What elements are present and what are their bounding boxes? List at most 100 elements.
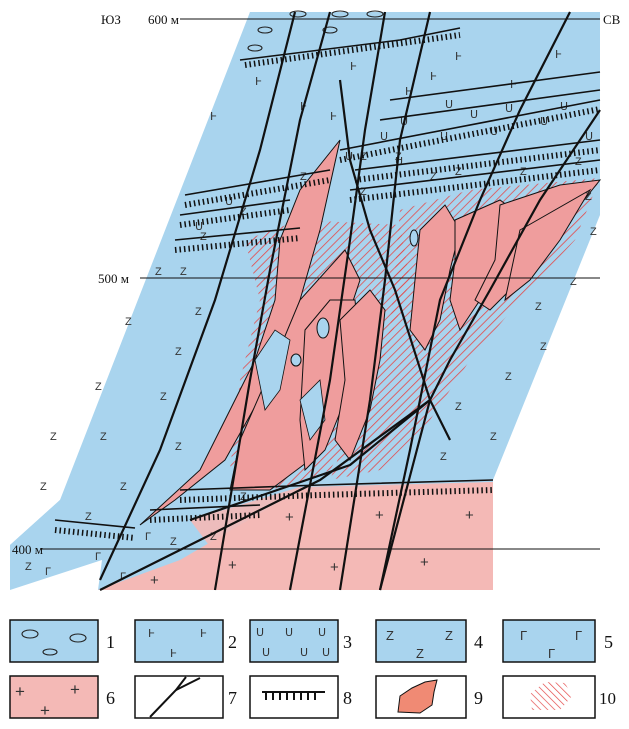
cross-icon: + + + [15,680,80,720]
legend-number-5: 5 [604,632,613,652]
svg-text:Z: Z [440,451,447,463]
svg-text:ᑌ: ᑌ [300,647,308,659]
svg-text:+: + [330,559,339,576]
z-mark-icon: Z Z Z [386,628,453,661]
alteration-hatch-icon [530,682,572,710]
svg-text:ᑌ: ᑌ [395,156,403,168]
svg-text:+: + [465,507,474,524]
legend-item-1: 1 [9,619,115,663]
svg-text:Г: Г [45,566,51,578]
svg-text:Z: Z [50,431,57,443]
svg-text:Г: Г [145,531,151,543]
svg-text:+: + [285,509,294,526]
legend-number-9: 9 [474,688,483,708]
svg-text:ᑌ: ᑌ [262,647,270,659]
svg-text:Z: Z [520,166,527,178]
svg-text:Z: Z [170,536,177,548]
svg-text:ᑌ: ᑌ [445,99,453,111]
legend-number-6: 6 [106,688,115,708]
svg-text:Z: Z [585,191,592,203]
hachured-contact-icon [262,691,325,700]
svg-text:Z: Z [490,431,497,443]
svg-text:ᑌ: ᑌ [322,647,330,659]
svg-text:Z: Z [180,266,187,278]
svg-text:Ͱ: Ͱ [170,648,177,660]
svg-text:Z: Z [455,401,462,413]
gamma-icon: Г Г Г [520,628,582,661]
svg-text:Z: Z [240,206,247,218]
svg-text:Z: Z [100,431,107,443]
svg-text:Ͱ: Ͱ [148,628,155,640]
legend-number-8: 8 [343,688,352,708]
legend-item-6: + + + 6 [9,675,115,720]
elevation-500-label: 500 м [98,271,129,286]
svg-text:ᑌ: ᑌ [318,627,326,639]
svg-text:Z: Z [505,371,512,383]
svg-text:Ͱ: Ͱ [210,111,217,123]
svg-text:Ͱ: Ͱ [330,111,337,123]
svg-text:Z: Z [360,186,367,198]
legend-number-10: 10 [599,689,616,708]
svg-text:Z: Z [175,441,182,453]
svg-text:+: + [70,680,80,699]
svg-text:+: + [150,572,159,589]
svg-text:Z: Z [386,628,394,643]
ellipse-symbols [247,10,384,52]
svg-text:Z: Z [175,346,182,358]
direction-left-label: ЮЗ [101,12,121,27]
ellipse-icon [21,629,87,656]
svg-text:Ͱ: Ͱ [455,51,462,63]
svg-text:Z: Z [535,301,542,313]
legend-item-4: Z Z Z 4 [375,619,483,663]
svg-text:Г: Г [548,646,555,661]
elevation-600-label: 600 м [148,12,179,27]
svg-text:Ͱ: Ͱ [405,86,412,98]
svg-text:Z: Z [570,276,577,288]
svg-text:Г: Г [575,628,582,643]
svg-text:ᑌ: ᑌ [440,131,448,143]
legend-number-7: 7 [228,688,237,708]
fault-icon [149,676,201,718]
svg-text:Z: Z [540,341,547,353]
legend-item-8: 8 [249,675,352,719]
svg-text:Z: Z [416,646,424,661]
ore-inclusions [254,329,326,441]
svg-text:Z: Z [85,511,92,523]
orebody-icon [397,679,438,714]
legend-number-2: 2 [228,632,237,652]
z-symbols: Z Z Z Z Z Z Z Z Z Z Z Z Z Z Z Z Z Z Z Z Z Z Z Z Z Z Z… [25,151,597,573]
svg-text:ᑌ: ᑌ [285,627,293,639]
svg-text:Z: Z [430,171,437,183]
svg-text:Г: Г [95,551,101,563]
svg-text:Z: Z [195,306,202,318]
legend-item-5: Г Г Г 5 [502,619,613,663]
svg-text:+: + [420,554,429,571]
elevation-400-label: 400 м [12,542,43,557]
svg-text:ᑌ: ᑌ [470,109,478,121]
svg-text:Z: Z [25,561,32,573]
svg-text:Z: Z [95,381,102,393]
svg-text:+: + [375,507,384,524]
svg-text:Z: Z [155,266,162,278]
svg-text:Z: Z [40,481,47,493]
elevation-lines [40,18,600,550]
legend-number-3: 3 [343,632,352,652]
svg-text:Z: Z [590,226,597,238]
svg-text:Ͱ: Ͱ [255,76,262,88]
t-mark-icon: Ͱ Ͱ Ͱ [148,628,207,660]
legend-item-9: 9 [375,675,483,719]
svg-text:ᑌ: ᑌ [256,627,264,639]
svg-text:Z: Z [160,391,167,403]
direction-right-label: СВ [603,12,621,27]
svg-text:Г: Г [120,571,126,583]
legend-number-4: 4 [474,632,483,652]
svg-text:Z: Z [120,481,127,493]
svg-text:ᑌ: ᑌ [490,126,498,138]
svg-text:Ͱ: Ͱ [430,71,437,83]
gamma-symbols: Г Г Г Г [45,531,151,583]
svg-text:Z: Z [300,171,307,183]
